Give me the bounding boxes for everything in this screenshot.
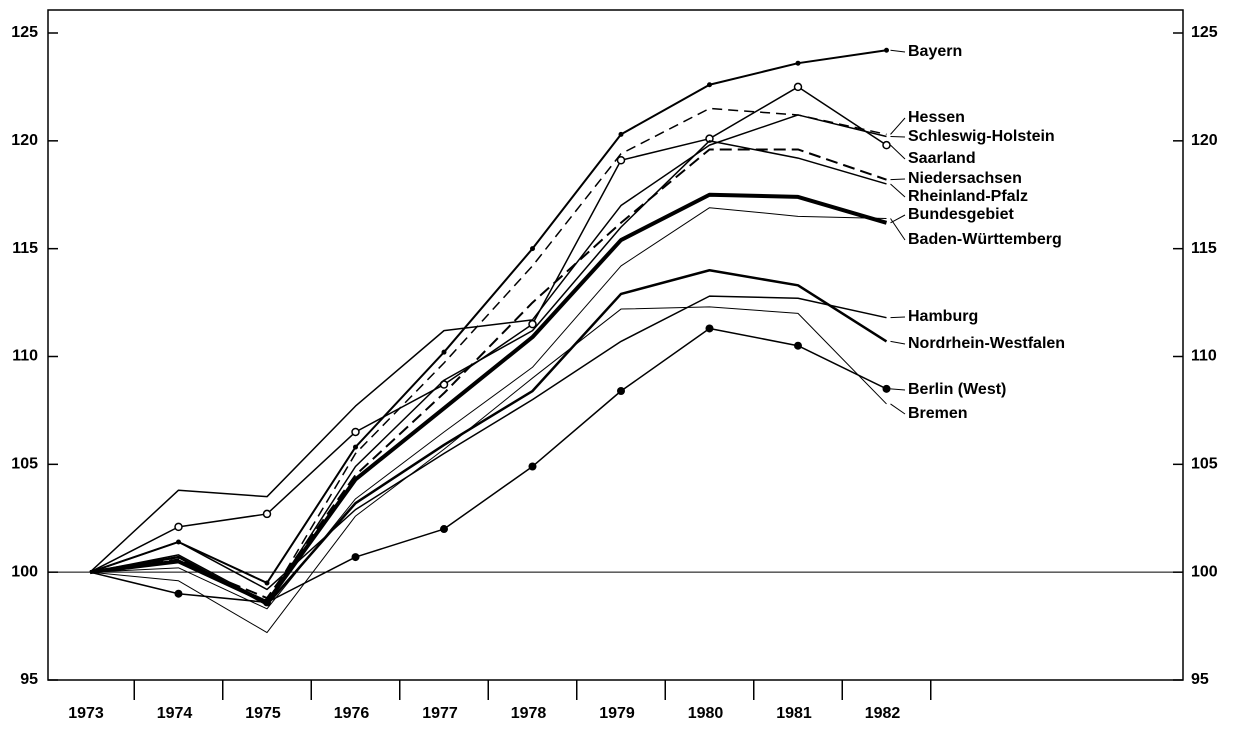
point [619, 132, 624, 137]
label-leader [891, 145, 906, 159]
point [794, 342, 802, 350]
label-leader [891, 179, 906, 180]
point [706, 324, 714, 332]
label-leader [891, 404, 906, 414]
point [883, 385, 891, 393]
label-leader [891, 341, 906, 344]
series-line [90, 328, 887, 602]
series-label: Baden-Württemberg [908, 231, 1062, 248]
x-tick-label: 1973 [68, 705, 104, 722]
point [529, 462, 537, 470]
y-tick-label: 95 [20, 671, 38, 688]
y2-tick-label: 100 [1191, 563, 1218, 580]
x-tick-label: 1981 [776, 705, 812, 722]
label-leader [891, 50, 906, 52]
label-leader [891, 389, 906, 390]
series-label: Hessen [908, 109, 965, 126]
y-tick-label: 100 [11, 563, 38, 580]
point [175, 590, 183, 598]
y2-tick-label: 125 [1191, 24, 1218, 41]
point [264, 510, 271, 517]
point [352, 428, 359, 435]
series-label: Schleswig-Holstein [908, 128, 1055, 145]
point [353, 445, 358, 450]
series-line [90, 87, 887, 572]
point [265, 580, 270, 585]
y2-tick-label: 95 [1191, 671, 1209, 688]
series-label: Bremen [908, 405, 968, 422]
series-label: Hamburg [908, 308, 978, 325]
y2-tick-label: 115 [1191, 240, 1217, 257]
series-line [90, 115, 887, 572]
series-label: Niedersachsen [908, 170, 1022, 187]
x-tick-label: 1977 [422, 705, 458, 722]
point [442, 350, 447, 355]
series-line [90, 50, 887, 583]
x-tick-label: 1974 [157, 705, 193, 722]
point [617, 387, 625, 395]
point [618, 157, 625, 164]
x-tick-label: 1980 [688, 705, 724, 722]
y2-tick-label: 110 [1191, 348, 1217, 365]
y-tick-label: 125 [11, 24, 38, 41]
point [795, 83, 802, 90]
label-leader [891, 118, 906, 134]
series-label: Bundesgebiet [908, 206, 1014, 223]
point [530, 246, 535, 251]
point [263, 598, 271, 606]
series-line [90, 195, 887, 603]
label-leader [891, 184, 906, 197]
series-label: Nordrhein-Westfalen [908, 335, 1065, 352]
series-label: Berlin (West) [908, 381, 1006, 398]
point [883, 142, 890, 149]
y-tick-label: 120 [11, 132, 38, 149]
point [707, 82, 712, 87]
y-tick-label: 115 [12, 240, 38, 257]
y2-tick-label: 120 [1191, 132, 1218, 149]
x-tick-label: 1978 [511, 705, 547, 722]
series-label: Saarland [908, 150, 976, 167]
y-tick-label: 110 [12, 348, 38, 365]
point [440, 525, 448, 533]
point [796, 61, 801, 66]
series-label: Bayern [908, 43, 962, 60]
series-line [90, 208, 887, 609]
y-tick-label: 105 [11, 456, 38, 473]
x-tick-label: 1979 [599, 705, 635, 722]
x-tick-label: 1976 [334, 705, 370, 722]
x-tick-label: 1982 [865, 705, 901, 722]
series-label: Rheinland-Pfalz [908, 188, 1028, 205]
y2-tick-label: 105 [1191, 456, 1218, 473]
point [884, 48, 889, 53]
point [175, 523, 182, 530]
label-leader [891, 218, 906, 240]
series-line [90, 270, 887, 604]
label-leader [891, 317, 906, 318]
x-tick-label: 1975 [245, 705, 281, 722]
point [352, 553, 360, 561]
